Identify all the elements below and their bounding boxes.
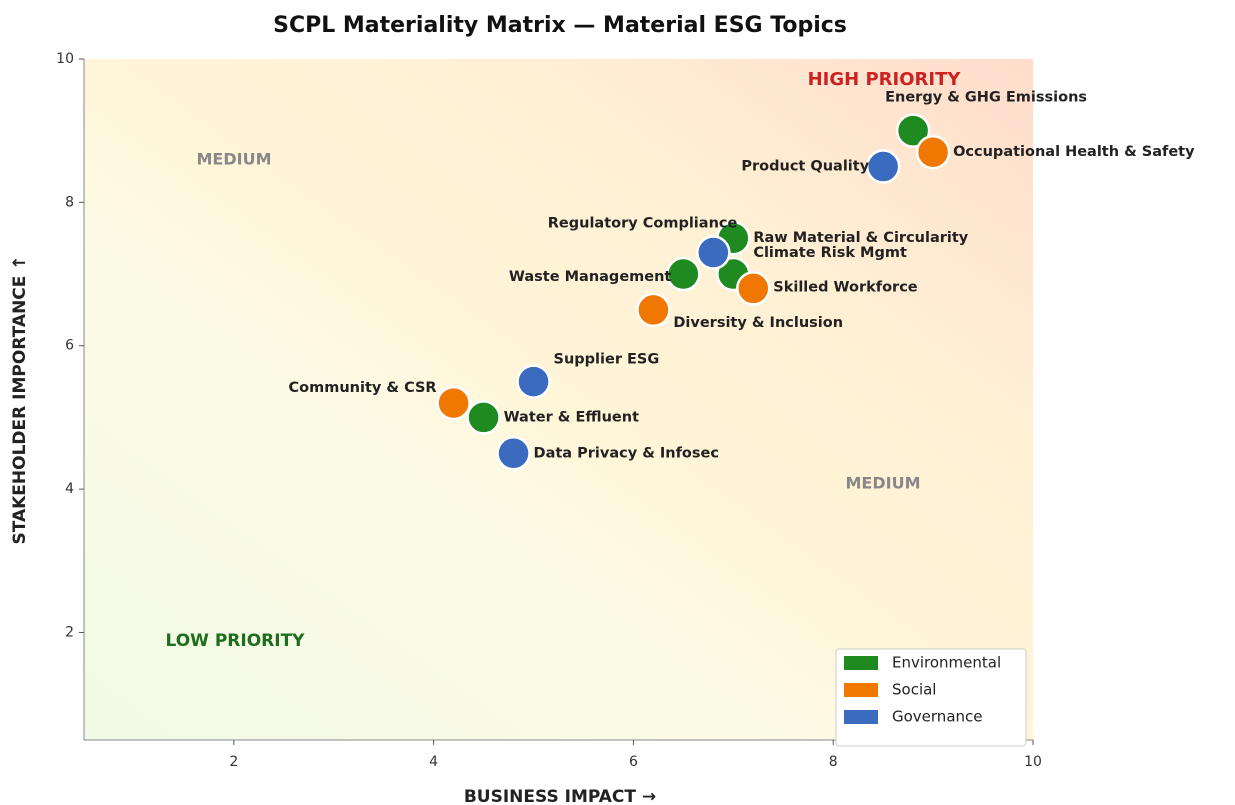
point-label: Product Quality xyxy=(741,159,869,175)
x-tick-label: 4 xyxy=(429,754,438,770)
legend-swatch xyxy=(844,710,878,724)
point-label: Regulatory Compliance xyxy=(548,216,738,232)
point xyxy=(436,385,471,421)
point xyxy=(895,113,931,148)
legend-swatch xyxy=(844,683,878,697)
point xyxy=(736,271,771,306)
x-tick-label: 10 xyxy=(1024,754,1042,770)
point-label: Occupational Health & Safety xyxy=(953,144,1195,160)
legend-swatch xyxy=(844,656,878,670)
point xyxy=(696,235,731,270)
point-label: Data Privacy & Infosec xyxy=(534,445,719,461)
chart-title: SCPL Materiality Matrix — Material ESG T… xyxy=(273,13,847,38)
point xyxy=(466,400,501,435)
y-tick-label: 6 xyxy=(65,338,74,354)
x-axis-label: BUSINESS IMPACT → xyxy=(464,787,656,805)
point-label: Community & CSR xyxy=(289,380,437,396)
legend-label: Environmental xyxy=(892,654,1001,672)
y-tick-label: 8 xyxy=(65,194,74,210)
y-tick-label: 2 xyxy=(65,624,74,640)
point xyxy=(666,256,701,292)
point xyxy=(516,364,551,399)
point-label: Water & Effluent xyxy=(504,409,639,425)
y-tick-label: 10 xyxy=(56,51,74,67)
point-label: Raw Material & Circularity xyxy=(753,230,968,246)
point-label: Climate Risk Mgmt xyxy=(753,245,907,261)
legend-box xyxy=(835,648,1027,747)
point xyxy=(915,134,951,170)
point xyxy=(636,292,671,328)
point xyxy=(865,149,901,184)
x-tick-label: 8 xyxy=(829,754,838,770)
zone-label: HIGH PRIORITY xyxy=(808,69,962,90)
point-label: Skilled Workforce xyxy=(773,279,918,295)
legend-label: Governance xyxy=(892,708,983,726)
point xyxy=(496,436,531,471)
legend-label: Social xyxy=(892,681,936,699)
zone-label: LOW PRIORITY xyxy=(166,631,306,651)
zone-label: MEDIUM xyxy=(197,150,272,169)
point-label: Waste Management xyxy=(509,269,672,285)
y-tick-label: 4 xyxy=(65,481,74,497)
point-label: Energy & GHG Emissions xyxy=(885,90,1087,106)
point-label: Supplier ESG xyxy=(554,352,660,368)
y-axis-label: STAKEHOLDER IMPORTANCE ↑ xyxy=(10,255,30,544)
zone-label: MEDIUM xyxy=(846,474,921,493)
point-label: Diversity & Inclusion xyxy=(673,315,843,331)
x-tick-label: 2 xyxy=(229,754,238,770)
x-tick-label: 6 xyxy=(629,754,638,770)
